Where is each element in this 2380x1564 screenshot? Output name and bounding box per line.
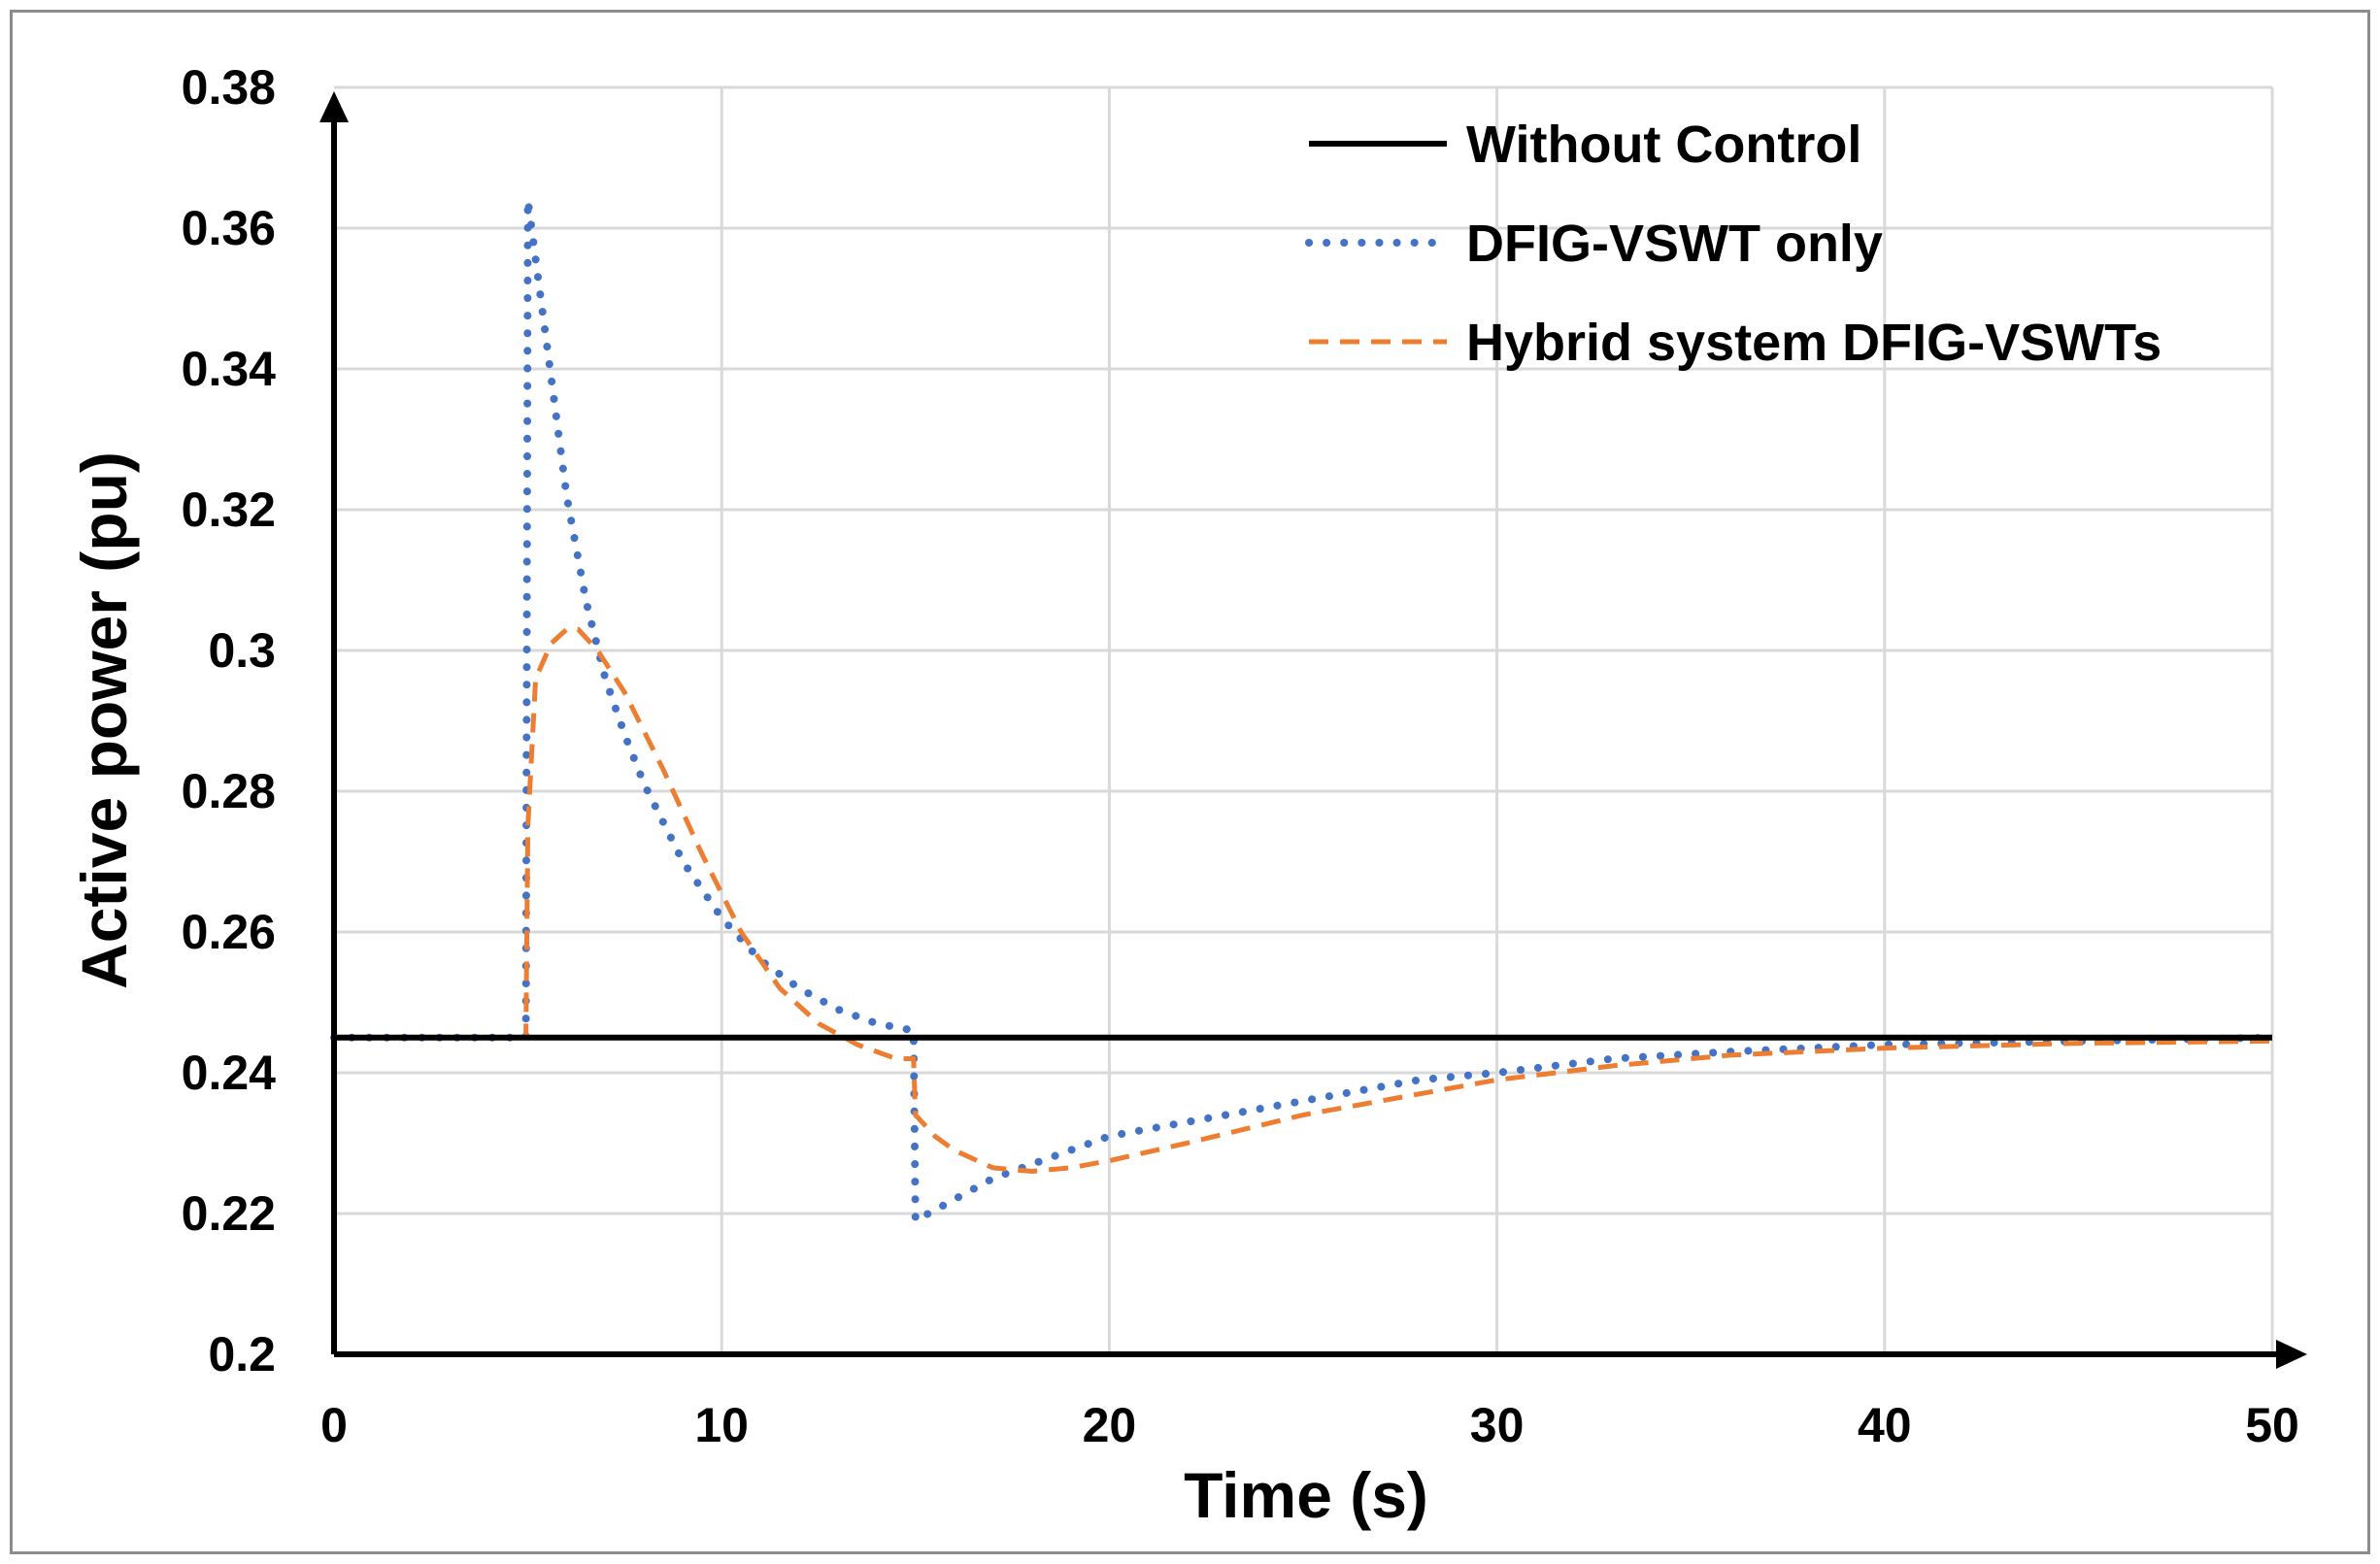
y-tick-labels: 0.2 0.22 0.24 0.26 0.28 0.3 0.32 0.34 0.36 0.38 (182, 60, 277, 1381)
y-tick-label: 0.36 (182, 201, 276, 255)
x-axis-arrow (2276, 1340, 2307, 1369)
y-axis-title: Active power (pu) (68, 451, 140, 989)
y-tick-label: 0.22 (182, 1186, 276, 1241)
axes (319, 91, 2307, 1369)
y-tick-label: 0.34 (182, 342, 277, 396)
y-tick-label: 0.26 (182, 905, 276, 959)
x-tick-label: 0 (320, 1398, 348, 1452)
x-tick-labels: 0 10 20 30 40 50 (320, 1398, 2299, 1452)
chart-frame (10, 10, 2370, 1554)
x-tick-label: 50 (2245, 1398, 2299, 1452)
legend-label: DFIG-VSWT only (1466, 215, 1883, 273)
legend-label: Without Control (1466, 116, 1861, 174)
x-axis-title: Time (s) (1184, 1459, 1428, 1531)
gridlines (334, 85, 2274, 1354)
x-tick-label: 10 (694, 1398, 749, 1452)
x-tick-label: 30 (1470, 1398, 1525, 1452)
y-axis-arrow (319, 91, 349, 122)
y-tick-label: 0.2 (208, 1327, 276, 1381)
y-tick-label: 0.38 (182, 60, 276, 115)
y-tick-label: 0.24 (182, 1046, 277, 1100)
series-line-2 (334, 626, 2273, 1174)
y-tick-label: 0.3 (208, 623, 276, 678)
legend: Without Control DFIG-VSWT only Hybrid syst… (1305, 116, 2162, 372)
x-tick-label: 20 (1083, 1398, 1137, 1452)
series-layer (330, 196, 2276, 1225)
x-tick-label: 40 (1858, 1398, 1912, 1452)
legend-label: Hybrid system DFIG-VSWTs (1466, 314, 2162, 372)
y-tick-label: 0.28 (182, 764, 276, 818)
y-tick-label: 0.32 (182, 483, 276, 537)
